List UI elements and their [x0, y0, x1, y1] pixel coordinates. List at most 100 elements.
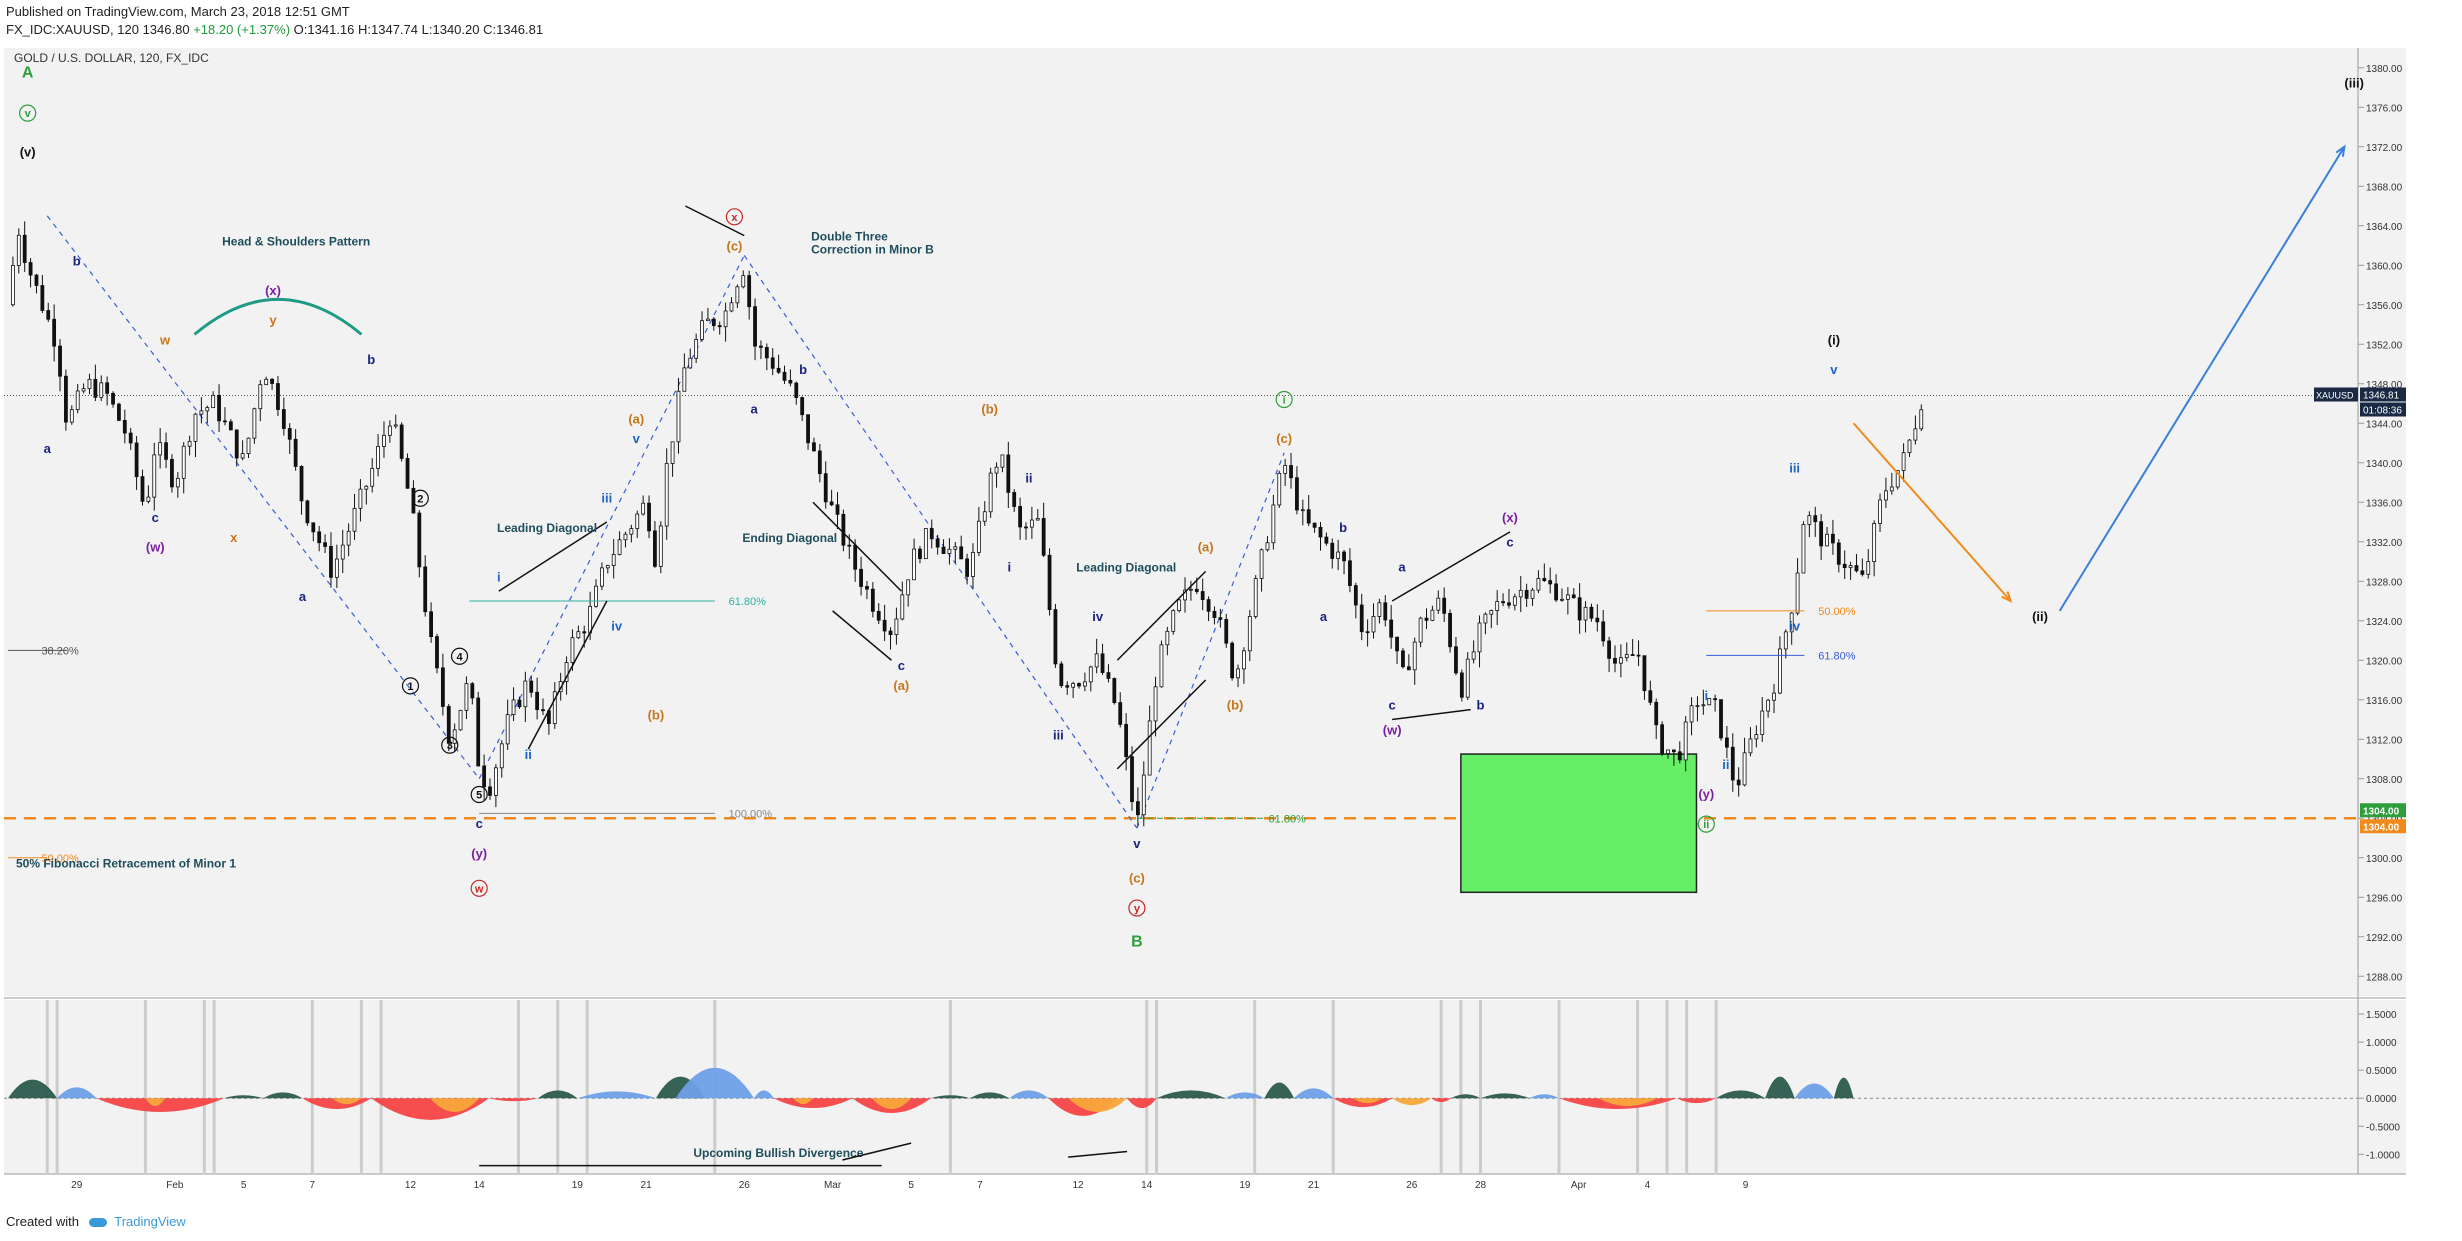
candle-body	[1471, 651, 1476, 660]
candle-body	[1907, 439, 1912, 454]
candle-body	[1831, 533, 1835, 544]
price-tick-label: 1308.00	[2366, 775, 2403, 786]
candle-body	[1919, 409, 1924, 430]
price-chart-svg[interactable]: GOLD / U.S. DOLLAR, 120, FX_IDC1380.0013…	[4, 48, 2408, 1210]
candle-body	[1489, 610, 1494, 615]
candle-body	[723, 310, 728, 328]
candle-body	[965, 558, 969, 577]
osc-tick-label: 1.5000	[2366, 1010, 2397, 1021]
candle-body	[717, 325, 722, 328]
price-tick-label: 1332.00	[2366, 538, 2403, 549]
candle-body	[1689, 705, 1694, 723]
price-tick-label: 1368.00	[2366, 182, 2403, 193]
candle-body	[776, 367, 781, 373]
candle-body	[1277, 472, 1282, 506]
time-tick-label: Apr	[1571, 1180, 1587, 1191]
candle-body	[806, 414, 810, 444]
candle-body	[1088, 666, 1093, 683]
wave-label: ii	[1703, 819, 1709, 831]
wave-label: i	[1704, 688, 1708, 703]
candle-body	[888, 630, 893, 636]
candle-body	[1507, 602, 1511, 606]
candle-body	[1059, 663, 1064, 686]
price-tick-label: 1360.00	[2366, 261, 2403, 272]
candle-body	[11, 265, 15, 306]
candle-body	[747, 275, 752, 308]
candle-body	[493, 767, 498, 796]
price-tick-label: 1340.00	[2366, 459, 2403, 470]
chart-area[interactable]: GOLD / U.S. DOLLAR, 120, FX_IDC 1380.00 13…	[4, 48, 2408, 1210]
fib-label: 100.00%	[729, 808, 773, 820]
oscillator-area	[773, 1098, 853, 1109]
candle-body	[1760, 710, 1765, 735]
candle-body	[1336, 551, 1341, 559]
candle-body	[900, 594, 905, 620]
candle-body	[1548, 580, 1553, 585]
candle-body	[1878, 499, 1882, 524]
candle-body	[1766, 699, 1771, 712]
wave-label: (w)	[146, 540, 165, 555]
oscillator-area	[675, 1067, 755, 1099]
wave-label: (b)	[1227, 698, 1244, 713]
symbol-interval: FX_IDC:XAUUSD, 120	[6, 22, 139, 37]
candle-body	[994, 466, 999, 474]
wave-label: iii	[601, 490, 612, 505]
wave-label: (a)	[893, 678, 909, 693]
candle-body	[759, 345, 763, 348]
oscillator-area	[1264, 1082, 1294, 1099]
candle-body	[446, 706, 451, 744]
wedge-line	[832, 610, 892, 661]
candle-body	[75, 390, 80, 411]
candle-body	[111, 392, 115, 405]
candle-body	[1259, 549, 1264, 579]
candle-body	[1772, 692, 1776, 701]
candle-body	[305, 500, 310, 524]
candle-body	[16, 234, 21, 266]
candle-body	[1660, 724, 1665, 754]
wave-label-circle	[401, 677, 420, 695]
candle-body	[1118, 702, 1123, 725]
candle-body	[1306, 509, 1311, 524]
candle-body	[770, 357, 775, 369]
wave-label: (w)	[1383, 722, 1402, 737]
candle-body	[1377, 602, 1382, 617]
candle-body	[105, 382, 110, 394]
candle-body	[1383, 602, 1388, 621]
oscillator-area	[577, 1091, 656, 1099]
candle-body	[617, 539, 622, 555]
tradingview-link[interactable]: TradingView	[114, 1214, 186, 1229]
candle-body	[323, 542, 327, 547]
wedge-line	[812, 501, 902, 592]
level-label-bg	[2360, 803, 2406, 818]
wave-label-circle	[411, 489, 429, 507]
candle-body	[1265, 542, 1270, 551]
candle-body	[52, 318, 57, 347]
candle-body	[1512, 596, 1517, 606]
candle-body	[1029, 519, 1034, 528]
wave-label: (a)	[628, 411, 644, 426]
time-tick-label: 29	[71, 1180, 83, 1191]
level-label-bg	[2360, 819, 2406, 834]
candle-body	[535, 691, 540, 711]
oscillator-area	[930, 1095, 971, 1099]
price-tick-label: 1324.00	[2366, 617, 2403, 628]
wave-label: c	[152, 510, 159, 525]
candle-body	[670, 441, 675, 464]
candle-body	[1100, 653, 1105, 673]
candle-body	[1778, 648, 1782, 694]
candle-body	[629, 528, 634, 535]
candle-body	[1106, 672, 1111, 679]
candle-body	[929, 528, 934, 540]
candle-body	[829, 501, 834, 506]
annotation-text: Head & Shoulders Pattern	[222, 235, 370, 249]
candle-body	[664, 463, 669, 527]
candle-body	[764, 347, 769, 359]
candle-body	[1289, 465, 1293, 479]
wave-label-circle	[470, 785, 488, 804]
candle-body	[46, 310, 51, 320]
candle-body	[576, 631, 581, 639]
candle-body	[1913, 428, 1918, 441]
candle-body	[1359, 604, 1364, 633]
main-pane	[4, 48, 2406, 996]
candle-body	[1012, 492, 1017, 507]
